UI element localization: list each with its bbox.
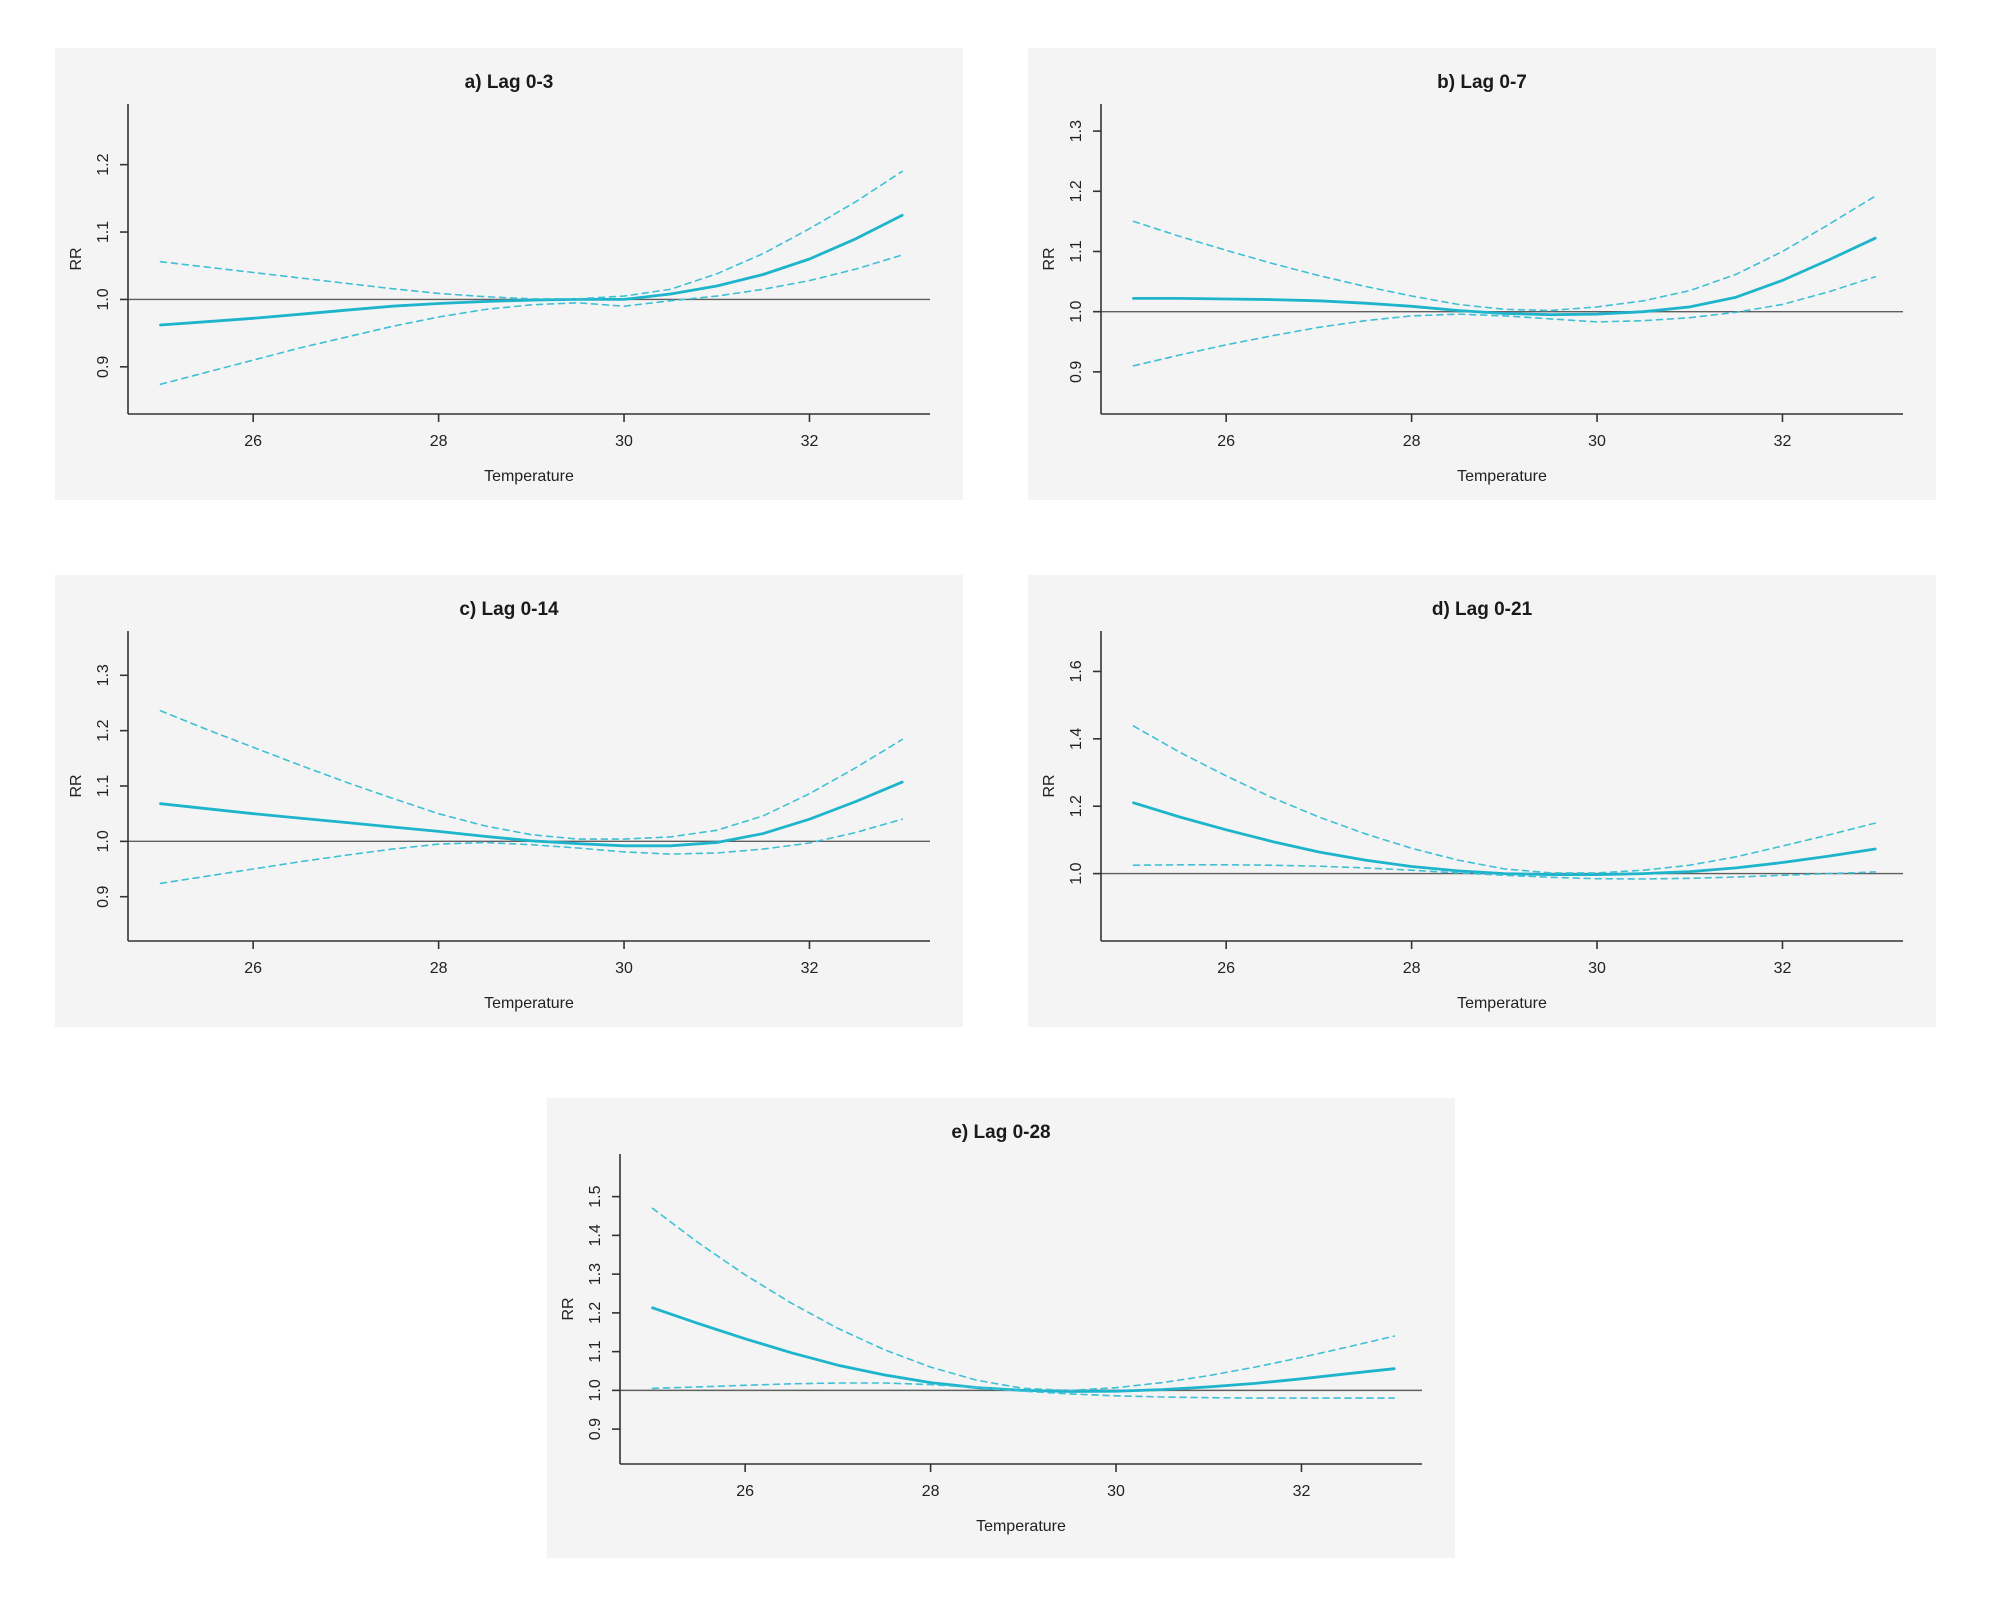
- panel-title: c) Lag 0-14: [459, 599, 559, 620]
- rr-temperature-plot: 26 28 30 32 1.0 1.2 1.4 1.6: [1068, 631, 1903, 977]
- solid-rr-curve: [1132, 801, 1877, 876]
- solid-rr-curve: [651, 1306, 1396, 1393]
- y-tick-label: 1.4: [1068, 728, 1085, 750]
- y-tick-label: 0.9: [95, 885, 112, 907]
- panel-lag-0-21: d) Lag 0-21 26 28 30 32 1.0 1.2 1.4 1.6 RR Temp…: [1028, 575, 1936, 1027]
- y-tick-label: 1.2: [1068, 180, 1085, 202]
- y-tick-label: 1.2: [1068, 795, 1085, 817]
- y-tick-label: 1.3: [1068, 120, 1085, 142]
- y-tick-label: 0.9: [95, 356, 112, 378]
- y-tick-label: 1.1: [1068, 240, 1085, 262]
- x-axis-label: Temperature: [1457, 468, 1547, 485]
- y-tick-label: 1.4: [587, 1224, 604, 1246]
- x-axis-label: Temperature: [484, 468, 574, 485]
- panel-title: b) Lag 0-7: [1437, 72, 1527, 93]
- y-tick-label: 1.3: [95, 664, 112, 686]
- y-axis-label: RR: [1041, 774, 1058, 798]
- x-tick-label: 32: [801, 960, 819, 977]
- y-axis-label: RR: [68, 774, 85, 798]
- y-axis-label: RR: [68, 247, 85, 271]
- y-tick-label: 1.5: [587, 1185, 604, 1207]
- panel-title: a) Lag 0-3: [464, 72, 554, 93]
- rr-temperature-plot: 26 28 30 32 0.9 1.0 1.1 1.2 1.3: [1068, 104, 1903, 450]
- x-tick-label: 26: [736, 1483, 754, 1500]
- y-tick-label: 1.0: [1068, 862, 1085, 884]
- y-tick-label: 1.1: [587, 1340, 604, 1362]
- x-tick-label: 28: [922, 1483, 940, 1500]
- rr-temperature-plot: 26 28 30 32 0.9 1.0 1.1 1.2 1.3: [95, 631, 930, 977]
- lower-ci-curve: [651, 1382, 1395, 1399]
- lower-ci-curve: [159, 818, 903, 885]
- y-tick-label: 1.0: [1068, 300, 1085, 322]
- y-tick-label: 1.2: [95, 719, 112, 741]
- panel-title: d) Lag 0-21: [1431, 599, 1533, 620]
- solid-rr-curve: [159, 213, 904, 327]
- x-tick-label: 32: [1293, 1483, 1311, 1500]
- x-tick-label: 30: [615, 960, 633, 977]
- x-tick-label: 26: [244, 960, 262, 977]
- upper-ci-curve: [159, 170, 903, 300]
- x-tick-label: 28: [1403, 960, 1421, 977]
- y-tick-label: 1.0: [95, 830, 112, 852]
- x-tick-label: 30: [1588, 960, 1606, 977]
- panel-title: e) Lag 0-28: [951, 1122, 1051, 1143]
- x-tick-label: 28: [1403, 433, 1421, 450]
- panel-lag-0-7: b) Lag 0-7 26 28 30 32 0.9 1.0 1.1 1.2 1.3 RR Te…: [1028, 48, 1936, 500]
- y-axis-label: RR: [560, 1297, 577, 1321]
- x-tick-label: 30: [615, 433, 633, 450]
- x-axis-label: Temperature: [1457, 995, 1547, 1012]
- y-tick-label: 1.1: [95, 221, 112, 243]
- y-tick-label: 1.0: [587, 1379, 604, 1401]
- y-tick-label: 0.9: [1068, 361, 1085, 383]
- panel-lag-0-28: e) Lag 0-28 26 28 30 32 0.9 1.0 1.1 1.2 1.3 1.4 1.…: [547, 1098, 1455, 1558]
- lower-ci-curve: [159, 254, 903, 386]
- x-tick-label: 32: [1774, 960, 1792, 977]
- x-tick-label: 26: [244, 433, 262, 450]
- x-tick-label: 32: [801, 433, 819, 450]
- x-tick-label: 30: [1588, 433, 1606, 450]
- panel-lag-0-14: c) Lag 0-14 26 28 30 32 0.9 1.0 1.1 1.2 1.3 RR T…: [55, 575, 963, 1027]
- upper-ci-curve: [1132, 195, 1876, 312]
- y-tick-label: 1.6: [1068, 660, 1085, 682]
- y-tick-label: 1.2: [587, 1302, 604, 1324]
- x-tick-label: 30: [1107, 1483, 1125, 1500]
- lower-ci-curve: [1132, 276, 1876, 367]
- rr-temperature-plot: 26 28 30 32 0.9 1.0 1.1 1.2: [95, 104, 930, 450]
- lower-ci-curve: [1132, 864, 1876, 880]
- x-axis-label: Temperature: [484, 995, 574, 1012]
- y-tick-label: 1.3: [587, 1263, 604, 1285]
- solid-rr-curve: [1132, 236, 1877, 317]
- y-tick-label: 1.0: [95, 288, 112, 310]
- y-axis-label: RR: [1041, 247, 1058, 271]
- solid-rr-curve: [159, 780, 904, 848]
- x-tick-label: 32: [1774, 433, 1792, 450]
- x-axis-label: Temperature: [976, 1518, 1066, 1535]
- y-tick-label: 1.1: [95, 775, 112, 797]
- y-tick-label: 1.2: [95, 153, 112, 175]
- x-tick-label: 26: [1217, 433, 1235, 450]
- upper-ci-curve: [159, 709, 903, 840]
- x-tick-label: 28: [430, 960, 448, 977]
- x-tick-label: 26: [1217, 960, 1235, 977]
- panel-lag-0-3: a) Lag 0-3 26 28 30 32 0.9 1.0 1.1 1.2 RR Tempe…: [55, 48, 963, 500]
- rr-temperature-plot: 26 28 30 32 0.9 1.0 1.1 1.2 1.3 1.4 1.5: [587, 1154, 1422, 1500]
- upper-ci-curve: [1132, 725, 1876, 874]
- upper-ci-curve: [651, 1207, 1395, 1392]
- x-tick-label: 28: [430, 433, 448, 450]
- y-tick-label: 0.9: [587, 1418, 604, 1440]
